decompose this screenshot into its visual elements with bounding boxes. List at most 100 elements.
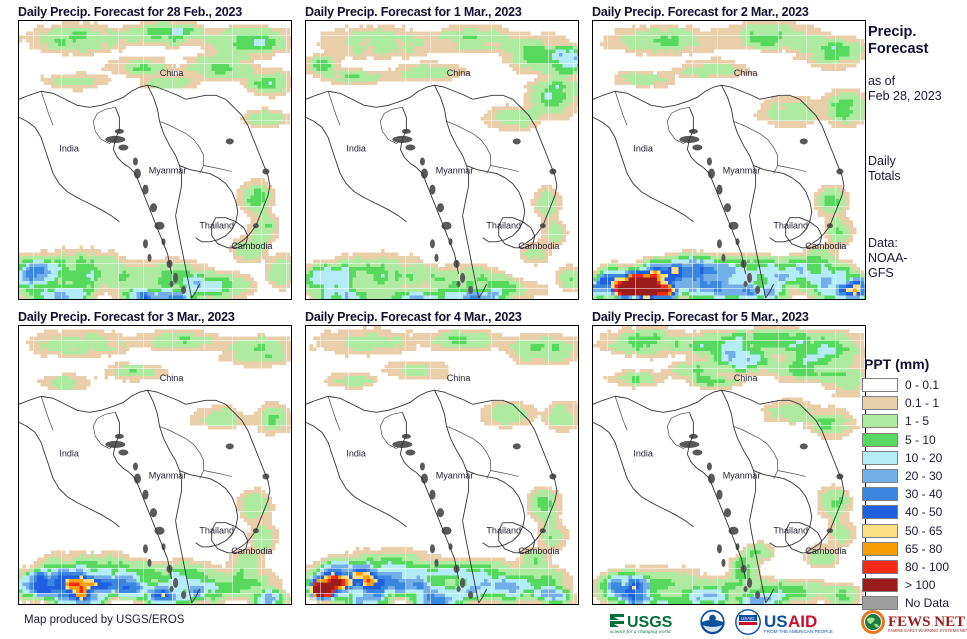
legend-row: > 100 — [862, 576, 967, 594]
panel-title: Daily Precip. Forecast for 2 Mar., 2023 — [592, 5, 809, 19]
country-label-thailand: Thailand — [199, 221, 234, 231]
data-source-line1: NOAA- — [868, 251, 908, 265]
svg-text:FROM THE AMERICAN PEOPLE: FROM THE AMERICAN PEOPLE — [764, 629, 833, 634]
panel-6: Daily Precip. Forecast for 5 Mar., 2023 … — [592, 309, 866, 605]
country-label-myanmar: Myanmar — [723, 471, 761, 481]
legend-swatch — [862, 559, 898, 574]
fews-net-logo[interactable]: FEWS NET FAMINE EARLY WARNING SYSTEMS NE… — [860, 609, 967, 635]
svg-text:US: US — [764, 612, 788, 631]
map-frame[interactable]: China India Myanmar Thailand Cambodia — [592, 20, 866, 300]
legend-label: 80 - 100 — [905, 559, 950, 574]
country-label-cambodia: Cambodia — [518, 241, 560, 251]
panel-title: Daily Precip. Forecast for 28 Feb., 2023 — [18, 5, 243, 19]
legend-label: > 100 — [905, 578, 936, 593]
legend-label: 5 - 10 — [905, 432, 936, 447]
data-source-line2: GFS — [868, 266, 894, 280]
country-label-india: India — [633, 143, 654, 153]
country-label-myanmar: Myanmar — [149, 471, 187, 481]
legend-label: 10 - 20 — [905, 450, 943, 465]
legend-row: 50 - 65 — [862, 522, 967, 540]
country-label-thailand: Thailand — [486, 221, 521, 231]
legend-swatch — [862, 396, 898, 411]
country-label-india: India — [59, 143, 80, 153]
precip-raster: China India Myanmar Thailand Cambodia — [593, 21, 865, 299]
usaid-logo[interactable]: USAID US AID FROM THE AMERICAN PEOPLE — [735, 609, 851, 635]
country-label-india: India — [59, 448, 80, 458]
country-label-china: China — [734, 68, 759, 78]
legend-swatch — [862, 487, 898, 502]
country-label-india: India — [346, 143, 367, 153]
svg-text:USGS: USGS — [627, 614, 673, 631]
sidebar: Precip. Forecast as of Feb 28, 2023 Dail… — [868, 24, 967, 281]
precip-raster: China India Myanmar Thailand Cambodia — [19, 21, 291, 299]
map-frame[interactable]: China India Myanmar Thailand Cambodia — [18, 325, 292, 605]
country-label-india: India — [346, 448, 367, 458]
legend-swatch — [862, 450, 898, 465]
precip-raster: China India Myanmar Thailand Cambodia — [19, 326, 291, 604]
legend-row: 40 - 50 — [862, 503, 967, 521]
legend-label: 0.1 - 1 — [905, 396, 940, 411]
legend-row: 5 - 10 — [862, 431, 967, 449]
legend-swatch — [862, 378, 898, 393]
legend-swatch — [862, 505, 898, 520]
legend-label: 0 - 0.1 — [905, 378, 940, 393]
legend-label: 65 - 80 — [905, 541, 943, 556]
country-label-china: China — [160, 68, 185, 78]
noaa-logo[interactable] — [699, 609, 726, 635]
precip-raster: China India Myanmar Thailand Cambodia — [306, 21, 578, 299]
map-frame[interactable]: China India Myanmar Thailand Cambodia — [305, 325, 579, 605]
logo-bar: USGS science for a changing world USAID … — [608, 608, 967, 636]
map-frame[interactable]: China India Myanmar Thailand Cambodia — [18, 20, 292, 300]
totals-line2: Totals — [868, 169, 901, 183]
legend-row: 80 - 100 — [862, 558, 967, 576]
country-label-myanmar: Myanmar — [436, 471, 474, 481]
panel-3: Daily Precip. Forecast for 2 Mar., 2023 … — [592, 4, 866, 300]
legend-label: 1 - 5 — [905, 414, 930, 429]
precip-raster: China India Myanmar Thailand Cambodia — [306, 326, 578, 604]
country-label-china: China — [447, 68, 472, 78]
map-frame[interactable]: China India Myanmar Thailand Cambodia — [305, 20, 579, 300]
as-of-date: Feb 28, 2023 — [868, 89, 942, 103]
country-label-myanmar: Myanmar — [723, 166, 761, 176]
panel-4: Daily Precip. Forecast for 3 Mar., 2023 … — [18, 309, 292, 605]
country-label-cambodia: Cambodia — [231, 546, 273, 556]
legend-label: 30 - 40 — [905, 487, 943, 502]
legend-swatch — [862, 469, 898, 484]
legend-row: 65 - 80 — [862, 540, 967, 558]
legend-row: 10 - 20 — [862, 449, 967, 467]
country-label-china: China — [447, 373, 472, 383]
panel-1: Daily Precip. Forecast for 28 Feb., 2023… — [18, 4, 292, 300]
panel-5: Daily Precip. Forecast for 4 Mar., 2023 … — [305, 309, 579, 605]
legend-items: 0 - 0.1 0.1 - 1 1 - 5 5 - 10 10 - 20 20 - 30 3… — [862, 376, 967, 612]
sidebar-title-line1: Precip. — [868, 24, 917, 40]
legend-row: 0 - 0.1 — [862, 376, 967, 394]
legend-label: 20 - 30 — [905, 469, 943, 484]
country-label-thailand: Thailand — [773, 221, 808, 231]
legend-label: 50 - 65 — [905, 523, 943, 538]
totals-line1: Daily — [868, 154, 896, 168]
data-label: Data: — [868, 236, 898, 250]
legend-swatch — [862, 596, 898, 611]
legend-label: No Data — [905, 596, 950, 611]
legend-swatch — [862, 414, 898, 429]
usgs-logo[interactable]: USGS science for a changing world — [608, 609, 690, 635]
legend: PPT (mm) 0 - 0.1 0.1 - 1 1 - 5 5 - 10 10 - 2… — [862, 356, 967, 612]
legend-title: PPT (mm) — [864, 356, 930, 372]
panel-title: Daily Precip. Forecast for 5 Mar., 2023 — [592, 310, 809, 324]
legend-row: 20 - 30 — [862, 467, 967, 485]
country-label-india: India — [633, 448, 654, 458]
legend-label: 40 - 50 — [905, 505, 943, 520]
legend-row: 1 - 5 — [862, 412, 967, 430]
svg-text:FAMINE EARLY WARNING SYSTEMS N: FAMINE EARLY WARNING SYSTEMS NETWORK — [888, 628, 967, 633]
as-of-label: as of — [868, 74, 896, 88]
svg-text:science for a changing world: science for a changing world — [610, 628, 671, 635]
map-frame[interactable]: China India Myanmar Thailand Cambodia — [592, 325, 866, 605]
country-label-thailand: Thailand — [486, 526, 521, 536]
panel-2: Daily Precip. Forecast for 1 Mar., 2023 … — [305, 4, 579, 300]
country-label-myanmar: Myanmar — [149, 166, 187, 176]
legend-swatch — [862, 523, 898, 538]
legend-swatch — [862, 541, 898, 556]
legend-swatch — [862, 432, 898, 447]
legend-row: 30 - 40 — [862, 485, 967, 503]
panel-title: Daily Precip. Forecast for 1 Mar., 2023 — [305, 5, 522, 19]
